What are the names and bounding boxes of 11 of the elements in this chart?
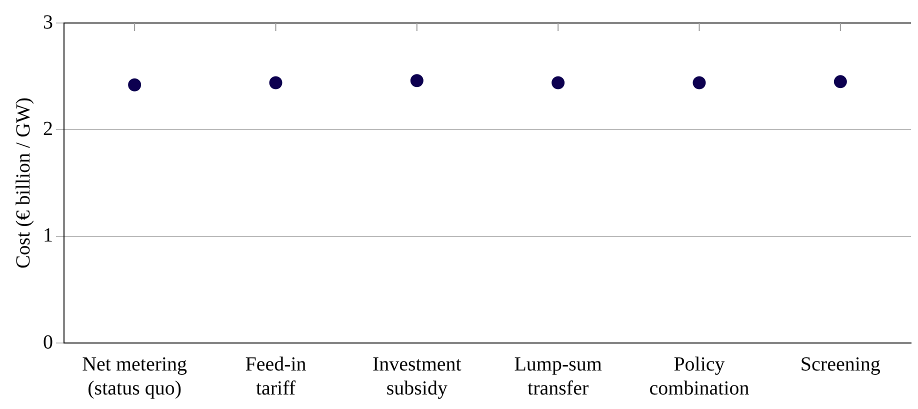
x-tick-label: Feed-in tariff: [245, 353, 306, 400]
x-tick-label: Investment subsidy: [372, 353, 462, 400]
x-tick-label: Policy combination: [649, 353, 750, 400]
y-tick-label: 1: [43, 224, 53, 247]
x-tick-label: Screening: [800, 353, 880, 376]
y-axis-title: Cost (€ billion / GW): [12, 97, 34, 269]
x-tick-label: Net metering (status quo): [82, 353, 188, 400]
y-tick-label: 3: [43, 11, 53, 34]
y-tick-label: 2: [43, 118, 53, 140]
x-tick-label: Lump-sum transfer: [514, 353, 602, 400]
y-tick-label: 0: [43, 331, 53, 354]
